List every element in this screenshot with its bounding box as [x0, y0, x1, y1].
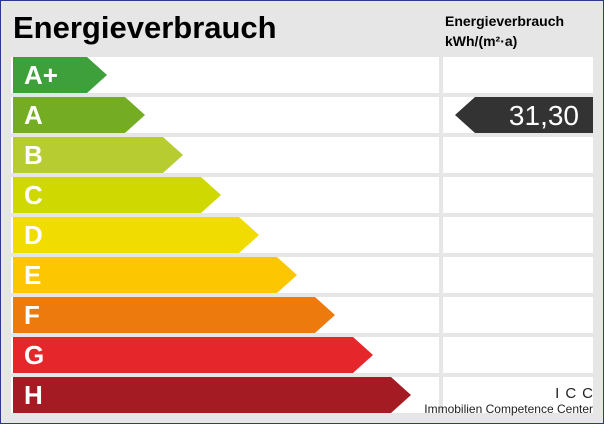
- class-label: C: [24, 180, 43, 210]
- class-bar: A+: [13, 57, 107, 93]
- unit-header-line1: Energieverbrauch: [445, 13, 565, 29]
- marker-arrow-shape: [455, 97, 593, 133]
- class-label: A+: [24, 60, 58, 90]
- value-cell: [443, 217, 593, 253]
- class-arrow-shape: [13, 297, 335, 333]
- class-label: B: [24, 140, 43, 170]
- class-bar: C: [13, 177, 221, 213]
- class-label: D: [24, 220, 43, 250]
- class-bar: A: [13, 97, 145, 133]
- class-label: F: [24, 300, 40, 330]
- consumption-marker: 31,30: [455, 97, 593, 133]
- class-label: H: [24, 380, 43, 410]
- class-label: G: [24, 340, 45, 370]
- class-arrow-shape: [13, 177, 221, 213]
- class-bar: F: [13, 297, 335, 333]
- class-label: A: [24, 100, 43, 130]
- unit-header: Energieverbrauch kWh/(m²·a): [445, 11, 564, 51]
- class-arrow-shape: [13, 257, 297, 293]
- class-bar: H: [13, 377, 411, 413]
- class-arrow-shape: [13, 137, 183, 173]
- company-logo: ICC Immobilien Competence Center: [424, 386, 593, 417]
- value-cell: [443, 257, 593, 293]
- value-cell: [443, 337, 593, 373]
- logo-name: Immobilien Competence Center: [424, 402, 593, 416]
- class-arrow-shape: [13, 337, 373, 373]
- class-arrow-shape: [13, 97, 145, 133]
- class-arrow-shape: [13, 377, 411, 413]
- value-cell: [443, 57, 593, 93]
- value-cell: [443, 177, 593, 213]
- page-title: Energieverbrauch: [13, 10, 277, 45]
- class-label: E: [24, 260, 42, 290]
- value-cell: [443, 377, 593, 413]
- consumption-value: 31,30: [508, 100, 579, 131]
- class-arrow-shape: [13, 217, 259, 253]
- value-cell: [443, 137, 593, 173]
- value-cell: [443, 297, 593, 333]
- class-bar: G: [13, 337, 373, 373]
- class-bar: D: [13, 217, 259, 253]
- class-bar: E: [13, 257, 297, 293]
- logo-mark: ICC: [555, 385, 599, 402]
- class-arrow-shape: [13, 57, 107, 93]
- unit-header-line2: kWh/(m²·a): [445, 33, 518, 49]
- class-bar: B: [13, 137, 183, 173]
